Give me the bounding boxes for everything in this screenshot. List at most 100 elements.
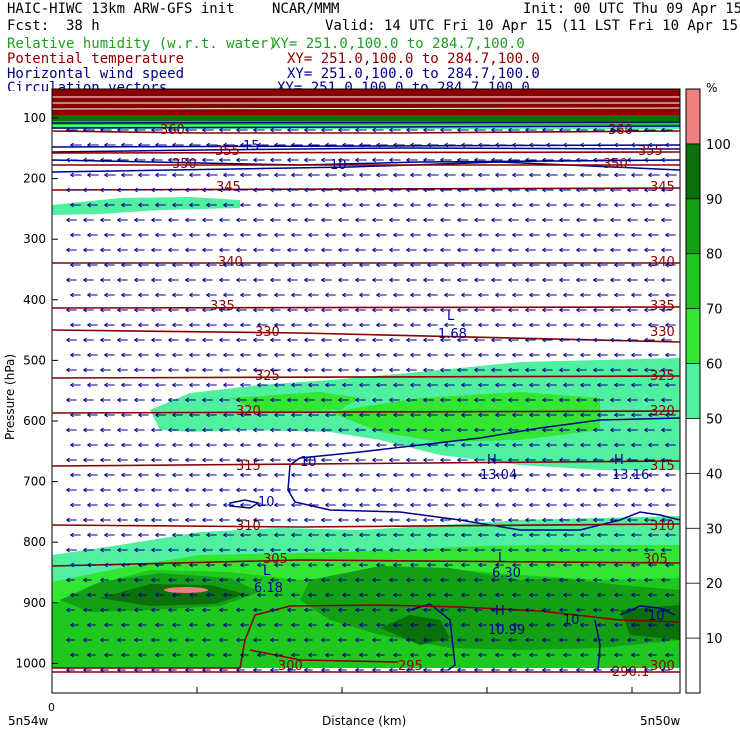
wind-vector-head <box>592 547 597 553</box>
wind-vector-head <box>592 217 597 223</box>
wind-vector-head <box>626 637 631 643</box>
wind-vector-head <box>337 337 342 343</box>
wind-vector-head <box>286 517 291 523</box>
theta-contour <box>51 375 681 379</box>
wind-vector-head <box>643 487 648 493</box>
wind-vector-head <box>609 577 614 583</box>
wind-vector-head <box>222 172 227 178</box>
wind-vector-head <box>256 412 261 418</box>
wind-vector-head <box>426 592 431 598</box>
wind-vector-head <box>252 217 257 223</box>
extremum-value: 1.68 <box>438 327 467 342</box>
wind-vector-head <box>205 622 210 628</box>
wind-vector-head <box>354 607 359 613</box>
y-tick-label: 1000 <box>15 656 46 670</box>
wind-vector-head <box>477 142 482 148</box>
wind-vector-head <box>541 517 546 523</box>
wind-vector-head <box>154 172 159 178</box>
wind-vector-head <box>422 187 427 193</box>
wind-vector-head <box>422 427 427 433</box>
wind-vector-head <box>201 307 206 313</box>
wind-vector-head <box>388 367 393 373</box>
wind-vector-head <box>239 352 244 358</box>
wind-vector-head <box>65 337 70 343</box>
wind-vector-head <box>222 592 227 598</box>
wind-vector-head <box>647 382 652 388</box>
wind-vector-head <box>269 127 274 133</box>
wind-vector-head <box>354 217 359 223</box>
colorbar-segment <box>686 143 700 199</box>
wind-vector-head <box>358 442 363 448</box>
wind-vector-head <box>137 142 142 148</box>
wind-vector-head <box>562 412 567 418</box>
wind-vector-head <box>273 502 278 508</box>
wind-vector-head <box>507 277 512 283</box>
wind-vector-head <box>324 442 329 448</box>
wind-vector-head <box>82 487 87 493</box>
wind-vector-head <box>201 217 206 223</box>
colorbar-label: 30 <box>706 522 723 537</box>
wind-vector-head <box>426 202 431 208</box>
wind-vector-head <box>626 307 631 313</box>
wind-vector-head <box>201 337 206 343</box>
wind-vector-head <box>222 622 227 628</box>
wind-vector-head <box>188 472 193 478</box>
wind-vector-head <box>643 637 648 643</box>
wind-vector-head <box>494 172 499 178</box>
wind-vector-head <box>371 367 376 373</box>
wind-vector-head <box>320 427 325 433</box>
wind-vector-head <box>460 472 465 478</box>
wind-vector-head <box>456 607 461 613</box>
wind-vector-head <box>154 352 159 358</box>
wind-vector-head <box>133 277 138 283</box>
wind-vector-head <box>103 232 108 238</box>
wind-vector-head <box>460 142 465 148</box>
wind-vector-head <box>252 397 257 403</box>
forecast-hours: 38 h <box>66 18 100 34</box>
wind-vector-head <box>562 592 567 598</box>
wind-vector-head <box>171 382 176 388</box>
wind-vector-head <box>201 157 206 163</box>
wind-vector-head <box>154 262 159 268</box>
wind-vector-head <box>405 367 410 373</box>
wind-vector-head <box>592 487 597 493</box>
wind-vector-head <box>65 157 70 163</box>
wind-vector-head <box>290 322 295 328</box>
wind-vector-head <box>103 592 108 598</box>
wind-vector-head <box>69 172 74 178</box>
wind-vector-head <box>596 232 601 238</box>
wind-vector-head <box>630 592 635 598</box>
wind-vector-head <box>626 157 631 163</box>
wind-vector-head <box>490 487 495 493</box>
wind-vector-head <box>528 292 533 298</box>
wind-vector-head <box>150 217 155 223</box>
wind-vector-head <box>507 487 512 493</box>
wind-vector-head <box>456 157 461 163</box>
wind-vector-head <box>99 607 104 613</box>
wind-vector-head <box>541 337 546 343</box>
wind-vector-head <box>511 262 516 268</box>
wind-vector-head <box>405 607 410 613</box>
wind-vector-head <box>307 322 312 328</box>
wind-vector-head <box>626 127 631 133</box>
wind-vector-head <box>235 517 240 523</box>
wind-vector-head <box>409 232 414 238</box>
wind-vector-head <box>137 232 142 238</box>
y-tick-label: 600 <box>23 414 46 428</box>
wind-vector-head <box>392 262 397 268</box>
wind-vector-head <box>596 442 601 448</box>
wind-vector-head <box>171 442 176 448</box>
wind-vector-head <box>613 562 618 568</box>
wind-vector-head <box>647 592 652 598</box>
wind-vector-head <box>456 217 461 223</box>
theta-label: 315 <box>650 459 675 474</box>
wind-vector-head <box>120 202 125 208</box>
wind-vector-head <box>579 322 584 328</box>
wind-vector-head <box>171 472 176 478</box>
wind-vector-head <box>239 382 244 388</box>
wind-vector-head <box>422 607 427 613</box>
wind-vector-head <box>201 367 206 373</box>
wind-vector-head <box>201 547 206 553</box>
wind-vector-head <box>562 502 567 508</box>
wind-vector-head <box>643 217 648 223</box>
